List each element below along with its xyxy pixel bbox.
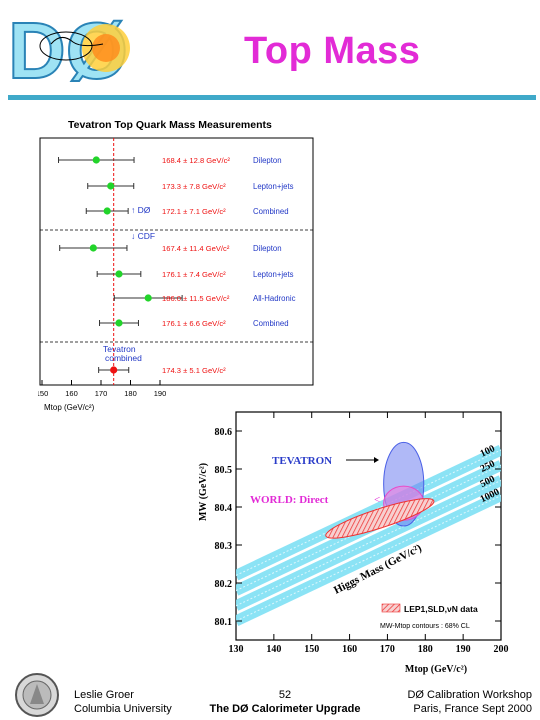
footer-page-number: 52 xyxy=(278,689,292,701)
value-label: 174.3 ± 5.1 GeV/c² xyxy=(162,366,226,375)
x-tick-label: 180 xyxy=(124,389,137,398)
value-label: 176.1 ± 7.4 GeV/c² xyxy=(162,270,226,279)
world-label-arrow: < xyxy=(374,494,380,506)
y-tick-label: 80.5 xyxy=(215,465,233,476)
y-tick-label: 80.3 xyxy=(215,541,233,552)
x-tick-label: 150 xyxy=(38,389,48,398)
x-tick-label: 200 xyxy=(494,644,509,655)
cdf-label: ↓ CDF xyxy=(131,231,155,241)
data-point xyxy=(107,182,115,190)
page-title: Top Mass xyxy=(244,30,421,72)
higgs-contours xyxy=(325,441,435,539)
measurement-name: Lepton+jets xyxy=(253,182,294,191)
x-tick-label: 140 xyxy=(266,644,281,655)
higgs-band-texture xyxy=(236,464,501,592)
measurement-name: Lepton+jets xyxy=(253,270,294,279)
measurements-frame xyxy=(39,137,314,386)
footer-affiliation: Columbia University xyxy=(74,703,172,715)
value-label: 173.3 ± 7.8 GeV/c² xyxy=(162,182,226,191)
higgs-chart: 80.6 80.5 80.4 80.3 80.2 80.1 130 140 150 160 170 1… xyxy=(198,411,509,675)
tevatron-contour-label: TEVATRON xyxy=(272,455,332,467)
header-divider xyxy=(8,95,536,100)
x-tick-label: 160 xyxy=(65,389,78,398)
higgs-ticks: 80.6 80.5 80.4 80.3 80.2 80.1 130 140 150 160 170 1… xyxy=(215,412,509,655)
measurement-name: Dilepton xyxy=(253,244,282,253)
legend-swatch xyxy=(381,603,401,613)
footer-workshop: DØ Calibration Workshop xyxy=(407,689,532,701)
value-label: 176.1 ± 6.6 GeV/c² xyxy=(162,319,226,328)
x-tick-label: 180 xyxy=(418,644,433,655)
measurement-name: Combined xyxy=(253,207,289,216)
footer-location: Paris, France Sept 2000 xyxy=(413,703,532,715)
y-tick-label: 80.6 xyxy=(215,427,233,438)
tevatron-label-line1: Tevatron xyxy=(103,344,136,354)
x-tick-label: 160 xyxy=(342,644,357,655)
world-contour-label: WORLD: Direct xyxy=(250,494,329,506)
data-point xyxy=(89,244,97,252)
y-tick-label: 80.2 xyxy=(215,579,233,590)
x-tick-label: 190 xyxy=(456,644,471,655)
value-label: 172.1 ± 7.1 GeV/c² xyxy=(162,207,226,216)
value-label: 168.4 ± 12.8 GeV/c² xyxy=(162,156,230,165)
data-point xyxy=(115,270,123,278)
higgs-x-axis-label: Mtop (GeV/c²) xyxy=(405,664,467,675)
measurement-name: Dilepton xyxy=(253,156,282,165)
footer-talk-title: The DØ Calorimeter Upgrade xyxy=(209,703,361,715)
d0-label: ↑ DØ xyxy=(131,205,151,215)
footer-center: 52 The DØ Calorimeter Upgrade xyxy=(200,688,370,716)
y-tick-label: 80.1 xyxy=(215,617,233,628)
data-point xyxy=(144,294,152,302)
x-tick-label: 170 xyxy=(95,389,108,398)
data-point xyxy=(103,207,111,215)
footer-left: Leslie Groer Columbia University xyxy=(74,688,172,716)
higgs-band-texture xyxy=(236,495,501,622)
measurement-name: All-Hadronic xyxy=(253,294,296,303)
measurements-points: 168.4 ± 12.8 GeV/c² Dilepton 173.3 ± 7.8 G… xyxy=(58,138,296,385)
x-tick-label: 190 xyxy=(154,389,167,398)
higgs-y-axis-label: MW (GeV/c²) xyxy=(198,463,209,521)
legend-line2: MW-Mtop contours : 68% CL xyxy=(380,623,470,630)
measurements-chart: Tevatron Top Quark Mass Measurements 150… xyxy=(38,119,314,412)
d0-logo: DØ xyxy=(7,8,130,88)
data-point xyxy=(115,319,123,327)
higgs-band-texture xyxy=(236,449,501,576)
measurements-x-axis-label: Mtop (GeV/c²) xyxy=(44,403,95,412)
higgs-band-texture xyxy=(236,479,501,607)
x-tick-label: 170 xyxy=(380,644,395,655)
y-tick-label: 80.4 xyxy=(215,503,233,514)
legend-line1: LEP1,SLD,νN data xyxy=(404,604,478,614)
lep-contour xyxy=(325,498,435,539)
value-label: 167.4 ± 11.4 GeV/c² xyxy=(162,244,230,253)
data-point xyxy=(110,366,118,374)
x-tick-label: 150 xyxy=(304,644,319,655)
measurements-chart-title: Tevatron Top Quark Mass Measurements xyxy=(68,119,272,131)
value-label: 186.0 ± 11.5 GeV/c² xyxy=(162,294,230,303)
measurement-name: Combined xyxy=(253,319,289,328)
x-tick-label: 130 xyxy=(229,644,244,655)
measurements-x-ticks: 150 160 170 180 190 xyxy=(38,380,166,398)
data-point xyxy=(92,156,100,164)
tevatron-label-line2: combined xyxy=(105,353,142,363)
columbia-seal xyxy=(15,673,59,717)
footer-right: DØ Calibration Workshop Paris, France Se… xyxy=(392,688,532,716)
footer-author: Leslie Groer xyxy=(74,689,134,701)
